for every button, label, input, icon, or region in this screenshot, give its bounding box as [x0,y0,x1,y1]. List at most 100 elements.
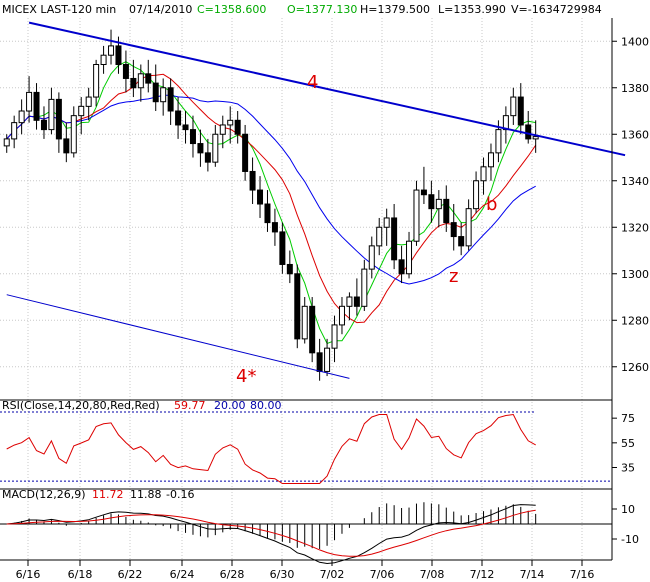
candle-body [465,208,472,247]
candle-body [18,110,25,124]
x-tick-label: 6/28 [220,568,245,581]
x-tick-label: 7/02 [320,568,345,581]
candle-body [115,45,122,66]
candle-body [48,98,55,131]
macd-legend: MACD(12,26,9) [2,488,86,501]
candle-body [458,236,465,247]
candle-body [525,124,532,140]
candle-body [257,189,264,205]
candle-body [487,152,494,168]
candle-body [309,305,316,354]
candle-body [167,87,174,112]
candle-body [331,324,338,349]
x-tick-label: 7/06 [370,568,395,581]
rsi-panel: 75 55 35 [0,411,635,490]
candle-body [189,129,196,145]
macd-hist: -0.16 [166,488,194,501]
trendline [28,21,626,157]
candle-body [108,45,115,56]
price-axis: 1400 1380 1360 1340 1320 1300 1280 1260 [0,18,649,560]
price-tick-label: 1260 [621,361,649,374]
candle-body [130,77,137,89]
candle-body [443,198,450,224]
candle-body [70,115,77,154]
candle-body [413,189,420,242]
candle-body [517,96,524,126]
x-tick-label: 7/16 [570,568,595,581]
candle-body [137,73,144,89]
candle-body [279,231,286,265]
price-tick-label: 1280 [621,314,649,327]
price-tick-label: 1340 [621,175,649,188]
rsi-tick-label: 75 [621,412,635,425]
x-tick-label: 6/16 [16,568,41,581]
candle-body [182,124,189,131]
candle-body [324,347,331,372]
rsi-value: 59.77 [174,399,206,412]
candle-body [175,110,182,126]
x-tick-label: 7/14 [520,568,545,581]
header-close: C=1358.600 [197,3,266,16]
macd-signal: 11.88 [130,488,162,501]
candle-body [353,296,360,307]
rsi-legend: RSI(Close,14,20,80,Red,Red) [2,399,160,412]
header-open: O=1377.130 [287,3,357,16]
x-tick-label: 7/08 [420,568,445,581]
header-high: H=1379.500 [360,3,430,16]
candle-body [376,226,383,247]
candle-body [428,194,435,210]
candle-body [55,98,62,140]
candle-body [122,64,129,79]
candle-body [197,143,204,154]
candle-body [249,170,256,191]
candle-body [100,54,107,66]
annotation-wave-z: z [449,266,458,287]
candle-body [398,259,405,275]
x-tick-label: 7/12 [470,568,495,581]
trendlines [6,21,626,379]
rsi-hi: 80.00 [250,399,282,412]
candle-body [33,91,40,121]
candle-body [63,138,70,154]
candle-body [271,222,278,233]
candle-body [286,263,293,275]
candle-body [495,129,502,154]
candle-body [406,240,413,275]
macd-tick-label: -10 [621,533,639,546]
candle-body [294,273,301,340]
rsi-tick-label: 35 [621,462,635,475]
header-volume: V=-1634729984 [511,3,602,16]
x-tick-label: 6/24 [170,568,195,581]
candle-body [212,133,219,163]
candle-body [346,296,353,307]
macd-tick-label: 10 [621,503,635,516]
header-symbol: MICEX LAST-120 min [2,3,116,16]
header-low: L=1353.990 [438,3,506,16]
ma-slow-line [6,94,536,285]
candle-body [361,268,368,307]
annotation-wave-4: 4 [307,72,318,93]
candle-body [473,180,480,210]
candle-body [145,73,152,84]
ma-mid-line [6,73,537,324]
rsi-line [6,413,536,484]
macd-signal-line [6,509,536,557]
trendline [6,294,350,379]
annotation-wave-4-star: 4* [236,366,256,387]
x-tick-label: 6/30 [270,568,295,581]
header-date: 07/14/2010 [129,3,192,16]
candle-body [383,217,390,228]
candle-body [510,96,517,117]
price-tick-label: 1300 [621,268,649,281]
candle-body [3,138,10,147]
price-tick-label: 1360 [621,128,649,141]
macd-panel: 10 -10 [0,502,639,565]
candle-body [78,105,85,117]
candle-body [11,122,18,140]
candle-body [160,87,167,103]
x-tick-label: 6/18 [68,568,93,581]
candle-body [85,96,92,107]
candles [3,29,539,381]
rsi-lo: 20.00 [214,399,246,412]
